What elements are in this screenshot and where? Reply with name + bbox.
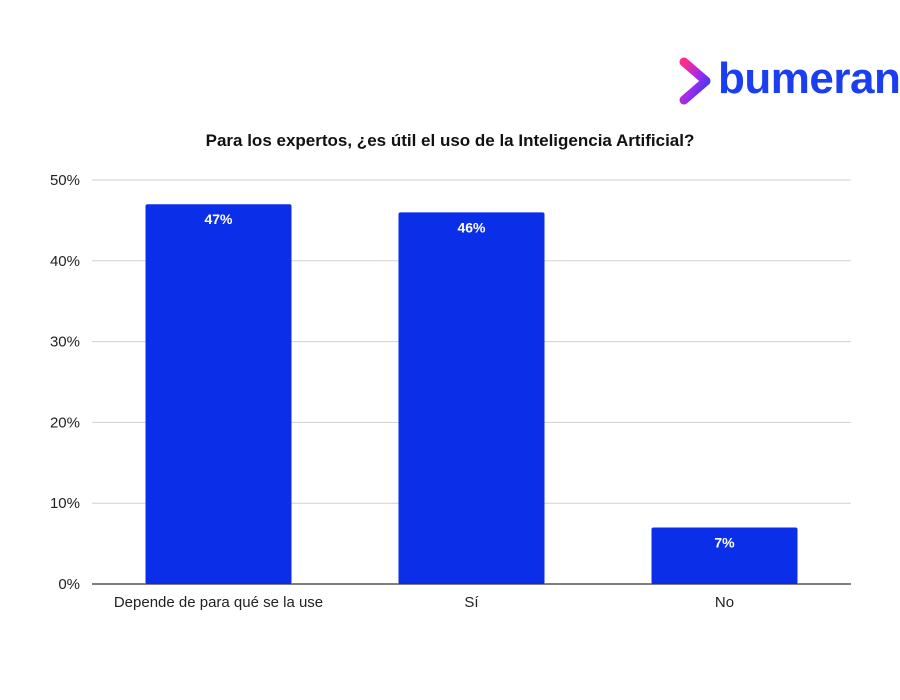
bar bbox=[145, 204, 292, 585]
bar-data-label: 46% bbox=[457, 219, 486, 235]
y-tick-label: 50% bbox=[50, 172, 80, 189]
y-tick-label: 10% bbox=[50, 495, 80, 512]
x-category-label: No bbox=[715, 594, 734, 611]
x-category-label: Sí bbox=[464, 594, 479, 611]
bar bbox=[398, 212, 545, 584]
bumeran-logo: bumeran bbox=[676, 54, 900, 110]
y-tick-label: 30% bbox=[50, 334, 80, 351]
x-category-label: Depende de para qué se la use bbox=[114, 594, 323, 611]
bumeran-chevron-icon bbox=[679, 57, 711, 105]
y-tick-label: 0% bbox=[58, 576, 80, 593]
bar-data-label: 7% bbox=[714, 534, 735, 550]
y-tick-label: 20% bbox=[50, 414, 80, 431]
y-tick-label: 40% bbox=[50, 253, 80, 270]
bar bbox=[651, 527, 798, 584]
bumeran-wordmark: bumeran bbox=[718, 54, 900, 103]
bar-data-label: 47% bbox=[204, 211, 233, 227]
chart-title: Para los expertos, ¿es útil el uso de la… bbox=[205, 131, 695, 150]
